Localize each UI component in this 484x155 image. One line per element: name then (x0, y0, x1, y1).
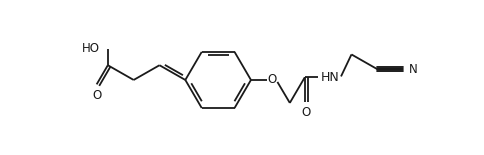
Text: O: O (302, 106, 311, 120)
Text: HN: HN (321, 71, 339, 84)
Text: N: N (408, 63, 417, 76)
Text: HO: HO (82, 42, 100, 55)
Text: O: O (92, 89, 101, 102)
Text: O: O (268, 73, 277, 86)
